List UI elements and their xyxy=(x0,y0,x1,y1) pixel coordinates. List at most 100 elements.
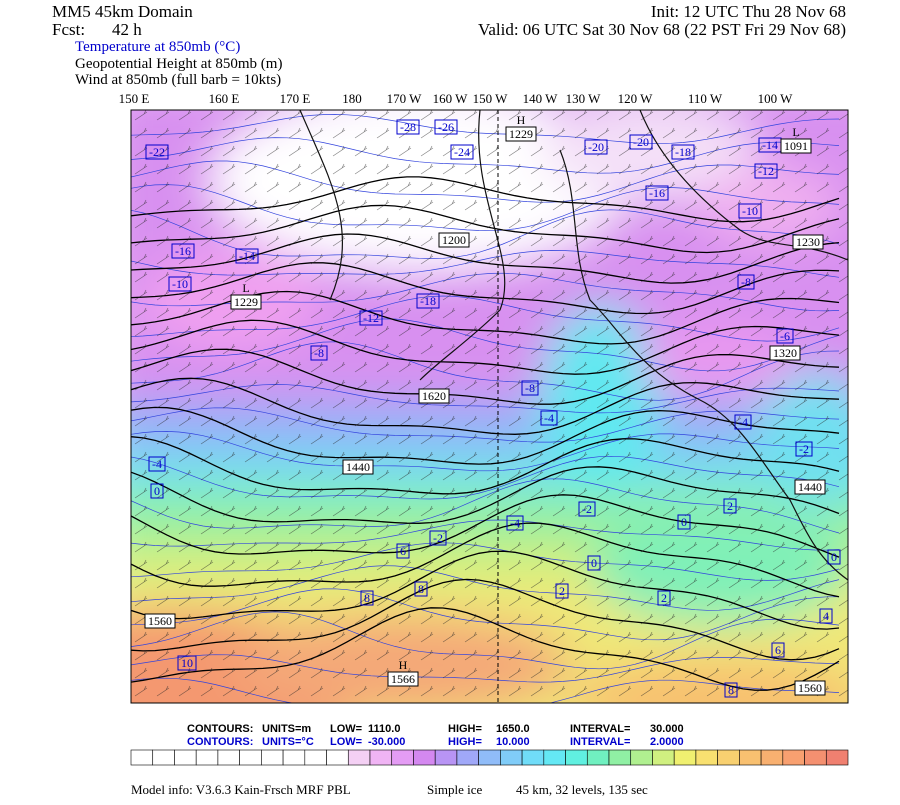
height-label-box xyxy=(792,234,824,250)
forecast-value: 42 h xyxy=(112,20,142,39)
wind-barbs xyxy=(131,110,848,703)
temperature-label: -8 xyxy=(525,381,535,395)
longitude-label: 170 W xyxy=(387,91,423,106)
contour-info: 1110.0 xyxy=(368,723,400,735)
temperature-label: -2 xyxy=(433,531,443,545)
contour-info: 30.000 xyxy=(650,723,684,735)
map-labels: -22-28 -26-24 -20 -20-18 -14-12-10-16-16 -14-… xyxy=(144,113,841,698)
colorbar-cell xyxy=(195,749,219,766)
height-label: 1560 xyxy=(798,681,822,695)
longitude-label: 180 xyxy=(342,91,362,106)
contour-info: 2.0000 xyxy=(650,736,684,748)
height-label-box xyxy=(794,479,826,495)
temperature-label-box xyxy=(429,530,447,546)
colorbar-cell xyxy=(456,749,479,766)
temperature-label-box xyxy=(723,498,737,514)
temperature-label-box xyxy=(734,414,752,430)
temperature-label: 2 xyxy=(661,591,667,605)
colorbar-cell xyxy=(282,749,306,766)
height-label: 1440 xyxy=(798,480,822,494)
temperature-label-box xyxy=(434,119,458,135)
temperature-label: 2 xyxy=(727,499,733,513)
contour-info: LOW= xyxy=(330,736,362,748)
temperature-label-box xyxy=(657,590,671,606)
temperature-label-box xyxy=(150,483,164,499)
colorbar-cell xyxy=(261,749,284,766)
temperature-label-box xyxy=(819,608,833,624)
colorbar-cell xyxy=(695,749,718,766)
colorbar-cell xyxy=(630,749,653,766)
temperature-label: -12 xyxy=(758,164,774,178)
height-label: 1620 xyxy=(422,389,446,403)
model-info: Simple ice xyxy=(427,782,482,797)
colorbar-cell xyxy=(586,749,610,766)
pressure-symbol: L xyxy=(792,125,799,139)
contour-info: HIGH= xyxy=(448,723,482,735)
height-label: 1320 xyxy=(773,346,797,360)
forecast-label: Fcst: xyxy=(52,20,85,39)
contour-info: CONTOURS: xyxy=(187,723,253,735)
temperature-label-box xyxy=(629,134,653,150)
temperature-label: 2 xyxy=(559,584,565,598)
temperature-label-box xyxy=(540,410,558,426)
temperature-label: -22 xyxy=(149,145,165,159)
contour-info: 1650.0 xyxy=(496,723,530,735)
temperature-label-box xyxy=(235,248,259,264)
contour-info: 10.000 xyxy=(496,736,530,748)
temperature-label: -4 xyxy=(152,457,162,471)
temperature-label: -14 xyxy=(239,249,255,263)
temperature-label-box xyxy=(795,441,813,457)
longitude-label: 160 W xyxy=(433,91,469,106)
colorbar-cell xyxy=(565,749,588,766)
temperature-label: -8 xyxy=(741,275,751,289)
temperature-label-box xyxy=(671,144,695,160)
colorbar-cell xyxy=(608,749,632,766)
longitude-label: 150 E xyxy=(119,91,150,106)
init-time: Init: 12 UTC Thu 28 Nov 68 xyxy=(651,2,846,21)
contour-info: UNITS=°C xyxy=(262,736,314,748)
domain: MM5 45km Domain xyxy=(52,2,193,21)
pressure-height: 1566 xyxy=(391,672,415,686)
temperature-label-box xyxy=(396,543,410,559)
colorbar-cell xyxy=(174,749,197,766)
temperature-label: 8 xyxy=(364,591,370,605)
temperature-label-box xyxy=(414,581,428,597)
colorbar-cell xyxy=(152,749,175,766)
temperature-label-box xyxy=(396,119,420,135)
temperature-label-box xyxy=(416,293,440,309)
colorbar-cell xyxy=(347,749,371,766)
temperature-label-box xyxy=(145,144,169,160)
temperature-label: 0 xyxy=(154,484,160,498)
temperature-label-box xyxy=(148,456,166,472)
temperature-label: -16 xyxy=(175,244,191,258)
temperature-label: 8 xyxy=(728,683,734,697)
longitude-label: 140 W xyxy=(523,91,559,106)
temperature-label: -4 xyxy=(544,411,554,425)
temperature-label: -18 xyxy=(420,294,436,308)
temperature-label-box xyxy=(771,642,785,658)
temperature-label-box xyxy=(738,203,762,219)
contour-info: -30.000 xyxy=(368,736,405,748)
temperature-label-box xyxy=(578,501,596,517)
temperature-label: 4 xyxy=(823,609,829,623)
model-info: Model info: V3.6.3 Kain-Frsch MRF PBL xyxy=(131,782,351,797)
temperature-label-box xyxy=(359,310,383,326)
temperature-label: -2 xyxy=(799,442,809,456)
temperature-label: 6 xyxy=(400,544,406,558)
contour-info: CONTOURS: xyxy=(187,736,253,748)
height-label: 1230 xyxy=(796,235,820,249)
colorbar-cell xyxy=(500,749,523,766)
contour-info: UNITS=m xyxy=(262,723,311,735)
temperature-label-box xyxy=(754,163,778,179)
height-label-box xyxy=(438,232,470,248)
pressure-symbol: H xyxy=(517,113,526,127)
longitude-label: 130 W xyxy=(566,91,602,106)
colorbar-cell xyxy=(543,749,566,766)
colorbar-cell xyxy=(652,749,675,766)
temperature-label-box xyxy=(555,583,569,599)
temperature-label-box xyxy=(521,380,539,396)
temperature-label: -6 xyxy=(780,329,790,343)
